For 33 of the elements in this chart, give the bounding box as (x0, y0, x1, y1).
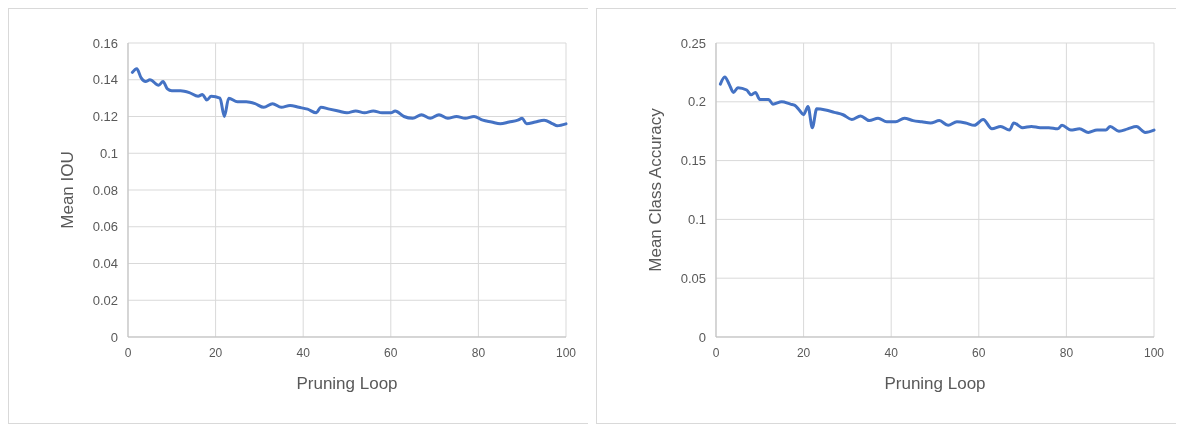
y-axis-title: Mean Class Accuracy (646, 107, 665, 272)
line-series (130, 67, 568, 128)
x-tick-label: 100 (555, 346, 577, 360)
y-axis-title: Mean IOU (58, 151, 77, 229)
x-tick-label: 100 (1143, 346, 1165, 360)
x-tick-label: 40 (884, 346, 899, 360)
line-series (718, 75, 1156, 134)
x-tick-label: 20 (796, 346, 811, 360)
x-tick-label: 80 (1059, 346, 1074, 360)
y-tick-label: 0 (698, 329, 706, 345)
y-tick-label: 0 (110, 329, 118, 345)
y-tick-label: 0.12 (92, 109, 118, 125)
x-axis-title: Pruning Loop (296, 374, 398, 393)
y-tick-label: 0.16 (92, 35, 118, 51)
y-tick-label: 0.02 (92, 292, 118, 308)
y-tick-label: 0.04 (92, 256, 118, 272)
y-tick-label: 0.25 (680, 35, 706, 51)
y-tick-label: 0.1 (687, 211, 706, 227)
x-tick-label: 60 (384, 346, 398, 360)
x-tick-label: 40 (296, 346, 311, 360)
x-axis-title: Pruning Loop (884, 374, 986, 393)
y-tick-label: 0.1 (99, 145, 118, 161)
x-tick-label: 20 (208, 346, 223, 360)
x-tick-label: 60 (972, 346, 986, 360)
y-tick-label: 0.14 (92, 72, 118, 88)
y-tick-label: 0.06 (92, 219, 118, 235)
x-tick-label: 0 (124, 346, 132, 360)
x-tick-label: 80 (471, 346, 486, 360)
x-tick-label: 0 (712, 346, 720, 360)
y-tick-label: 0.2 (687, 94, 706, 110)
y-tick-label: 0.05 (680, 270, 706, 286)
y-tick-label: 0.08 (92, 182, 118, 198)
y-tick-label: 0.15 (680, 153, 706, 169)
